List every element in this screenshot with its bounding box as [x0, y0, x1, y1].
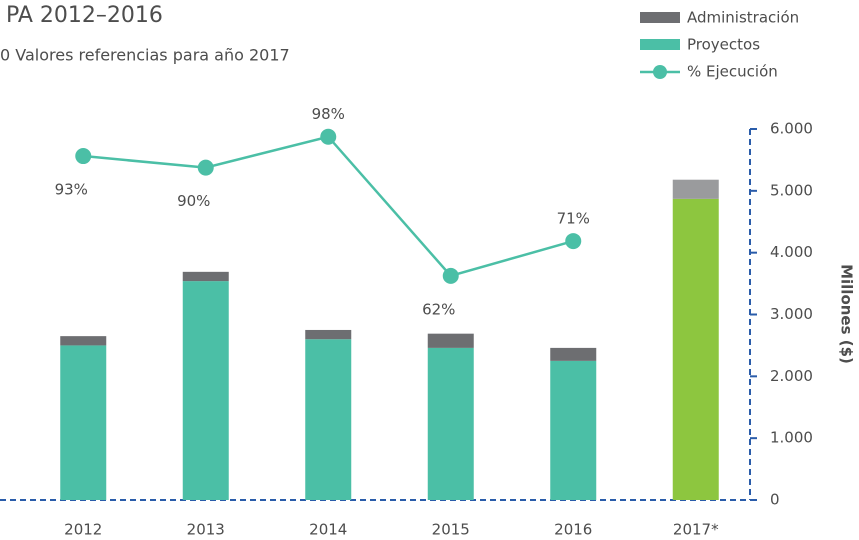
bar: [60, 336, 107, 346]
y-tick-label: 3.000: [770, 305, 813, 323]
legend-swatch: [653, 65, 667, 79]
line-point: [75, 148, 92, 165]
data-label: 62%: [422, 300, 455, 318]
bar: [60, 345, 107, 500]
x-tick-label: 2013: [187, 521, 225, 539]
bar: [305, 329, 352, 340]
legend-label: Proyectos: [687, 36, 760, 54]
bar: [550, 360, 597, 500]
x-tick-label: 2012: [64, 521, 102, 539]
chart-title: PA 2012–2016: [6, 3, 163, 28]
data-label: 93%: [55, 181, 88, 199]
line-point: [197, 159, 214, 176]
legend-swatch: [640, 12, 680, 23]
bar: [182, 271, 229, 282]
legend-label: Administración: [687, 9, 799, 27]
bar: [305, 339, 352, 500]
chart-subtitle: 0 Valores referencias para año 2017: [0, 46, 290, 65]
bar: [672, 198, 719, 500]
y-tick-label: 0: [770, 491, 780, 509]
y-axis-label: Millones ($): [838, 264, 856, 364]
x-tick-label: 2016: [554, 521, 592, 539]
y-tick-label: 5.000: [770, 181, 813, 199]
y-tick-label: 6.000: [770, 120, 813, 138]
data-label: 98%: [312, 105, 345, 123]
x-tick-label: 2017*: [673, 521, 719, 539]
line-point: [320, 128, 337, 145]
data-label: 90%: [177, 192, 210, 210]
x-tick-label: 2014: [309, 521, 347, 539]
data-label: 71%: [557, 210, 590, 228]
line-point: [565, 233, 582, 250]
bar: [550, 347, 597, 361]
y-tick-label: 4.000: [770, 243, 813, 261]
bar: [427, 333, 474, 348]
line-point: [442, 267, 459, 284]
legend-label: % Ejecución: [687, 63, 778, 81]
bar: [427, 347, 474, 500]
line: [83, 135, 574, 278]
x-tick-label: 2015: [432, 521, 470, 539]
bar: [182, 281, 229, 500]
y-tick-label: 2.000: [770, 367, 813, 385]
y-tick-label: 1.000: [770, 429, 813, 447]
bar: [672, 179, 719, 199]
legend-swatch: [640, 39, 680, 50]
